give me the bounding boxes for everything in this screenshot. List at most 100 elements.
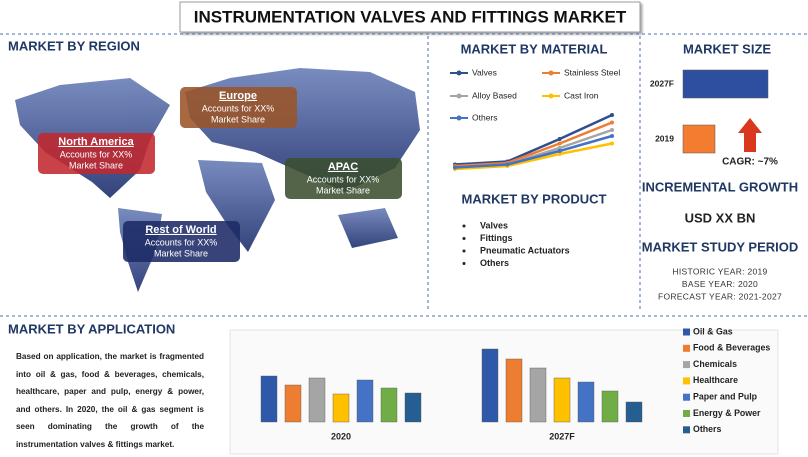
product-item: Fittings	[480, 233, 513, 243]
point	[557, 152, 562, 156]
bar	[356, 379, 374, 423]
growth-value: USD XX BN	[685, 210, 756, 225]
legend-label: Healthcare	[693, 375, 738, 385]
bar	[553, 377, 571, 423]
section-title: MARKET BY MATERIAL	[461, 41, 608, 56]
point	[610, 128, 614, 132]
section-title: INCREMENTAL GROWTH	[642, 179, 798, 194]
legend-swatch	[683, 393, 690, 401]
legend-label: Valves	[472, 67, 497, 77]
section-title: MARKET BY REGION	[8, 38, 140, 53]
bar	[529, 367, 547, 423]
legend-label: Oil & Gas	[693, 326, 733, 336]
legend-swatch	[456, 70, 462, 76]
region-name: APAC	[328, 161, 358, 173]
legend-swatch	[683, 377, 690, 385]
period-line: HISTORIC YEAR: 2019	[672, 266, 767, 276]
point	[610, 120, 614, 125]
title-box	[179, 1, 641, 33]
legend-swatch	[456, 115, 462, 121]
category-label: 2027F	[650, 78, 674, 88]
bar	[260, 375, 278, 423]
legend-label: Cast Iron	[564, 90, 599, 100]
bar	[481, 348, 499, 423]
point	[453, 165, 457, 170]
legend-swatch	[683, 328, 690, 336]
region-share: Market Share	[69, 160, 123, 170]
region-box	[38, 133, 155, 174]
region-name: Europe	[219, 90, 257, 102]
series-line	[454, 121, 613, 168]
bar	[308, 377, 326, 423]
legend-label: Food & Beverages	[693, 343, 770, 353]
legend-label: Paper and Pulp	[693, 392, 758, 402]
bar	[284, 384, 302, 423]
region-share: Accounts for XX%	[145, 237, 218, 247]
region-share: Market Share	[316, 185, 370, 195]
legend-label: Chemicals	[693, 359, 737, 369]
legend-swatch	[683, 361, 690, 369]
bullet	[462, 262, 466, 265]
bullet	[462, 249, 466, 253]
growth-arrow	[738, 118, 762, 152]
bar	[380, 387, 398, 423]
point	[557, 146, 562, 150]
legend-swatch	[456, 93, 462, 99]
section-title: MARKET BY APPLICATION	[8, 321, 175, 336]
series-line	[454, 113, 613, 166]
legend-swatch	[683, 426, 690, 434]
region-share: Accounts for XX%	[307, 174, 380, 184]
point	[505, 162, 510, 167]
legend-swatch	[548, 93, 554, 99]
region-box	[180, 87, 297, 128]
category-label: 2019	[655, 133, 674, 143]
point	[557, 137, 562, 141]
point	[610, 113, 614, 117]
period-line: BASE YEAR: 2020	[682, 279, 758, 289]
region-box	[285, 158, 402, 199]
legend-label: Stainless Steel	[564, 67, 620, 77]
region-share: Market Share	[211, 114, 265, 124]
legend-swatch	[548, 70, 554, 76]
series-line	[454, 134, 613, 169]
bar	[505, 358, 523, 423]
bar	[601, 390, 619, 423]
region-name: North America	[58, 136, 134, 148]
point	[610, 134, 614, 138]
bar	[682, 69, 769, 99]
product-item: Others	[480, 258, 509, 268]
bar	[332, 393, 350, 423]
product-item: Pneumatic Actuators	[480, 245, 570, 255]
point	[610, 141, 614, 146]
product-item: Valves	[480, 220, 508, 230]
section-title: MARKET STUDY PERIOD	[642, 239, 799, 254]
x-tick-label: 2027F	[549, 431, 575, 441]
page-title: INSTRUMENTATION VALVES AND FITTINGS MARK…	[194, 7, 627, 26]
legend-label: Others	[472, 112, 498, 122]
legend-label: Others	[693, 424, 721, 434]
legend-label: Alloy Based	[472, 90, 517, 100]
annotation: CAGR: ~7%	[722, 157, 778, 168]
legend-swatch	[683, 410, 690, 417]
section-title: MARKET SIZE	[683, 41, 771, 56]
region-share: Market Share	[154, 248, 208, 258]
region-name: Rest of World	[145, 224, 216, 236]
x-tick-label: 2020	[331, 431, 351, 441]
bullet	[462, 224, 466, 228]
bar	[404, 392, 422, 423]
bullet	[462, 237, 466, 240]
legend-label: Energy & Power	[693, 408, 761, 418]
region-share: Accounts for XX%	[60, 149, 133, 159]
point	[557, 141, 562, 146]
period-line: FORECAST YEAR: 2021-2027	[658, 291, 782, 301]
application-text: Based on application, the market is frag…	[16, 352, 204, 449]
region-box	[123, 221, 240, 262]
section-title: MARKET BY PRODUCT	[462, 191, 607, 206]
bar	[625, 401, 643, 423]
series-line	[454, 142, 613, 171]
bar	[577, 381, 595, 423]
region-share: Accounts for XX%	[202, 103, 275, 113]
point	[557, 149, 562, 153]
